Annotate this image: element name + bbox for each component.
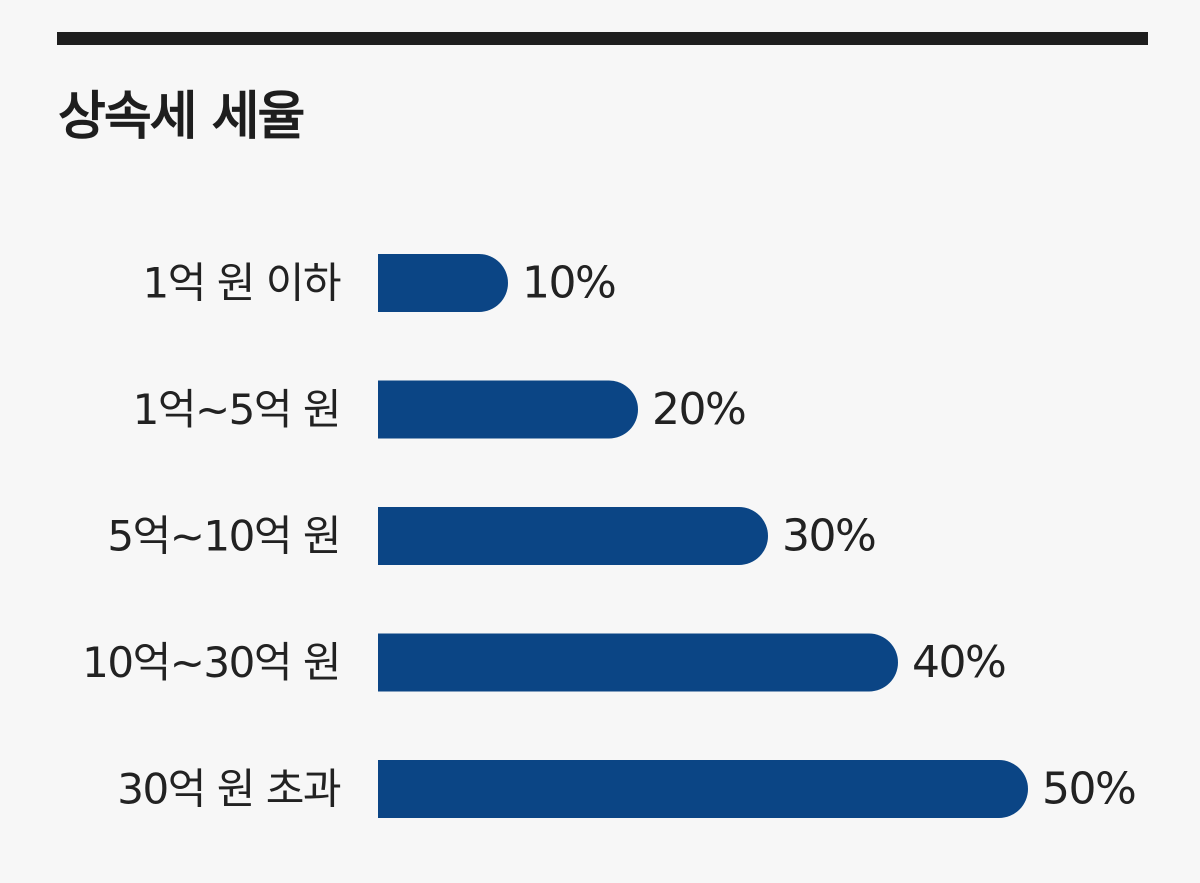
- bar: [378, 254, 508, 312]
- value-label: 30%: [782, 511, 875, 562]
- category-label: 1억 원 이하: [143, 259, 341, 308]
- value-label: 20%: [652, 384, 745, 435]
- value-label: 50%: [1042, 764, 1135, 815]
- bar: [378, 507, 768, 565]
- category-label: 30억 원 초과: [117, 765, 341, 814]
- top-rule: [57, 32, 1148, 45]
- value-label: 10%: [522, 258, 615, 309]
- category-label: 5억~10억 원: [107, 512, 340, 561]
- bar: [378, 760, 1028, 818]
- category-label: 1억~5억 원: [133, 385, 340, 434]
- category-label: 10억~30억 원: [82, 638, 340, 687]
- bar: [378, 633, 898, 692]
- bar: [378, 380, 638, 439]
- chart-title: 상속세 세율: [58, 87, 305, 147]
- value-label: 40%: [912, 637, 1005, 688]
